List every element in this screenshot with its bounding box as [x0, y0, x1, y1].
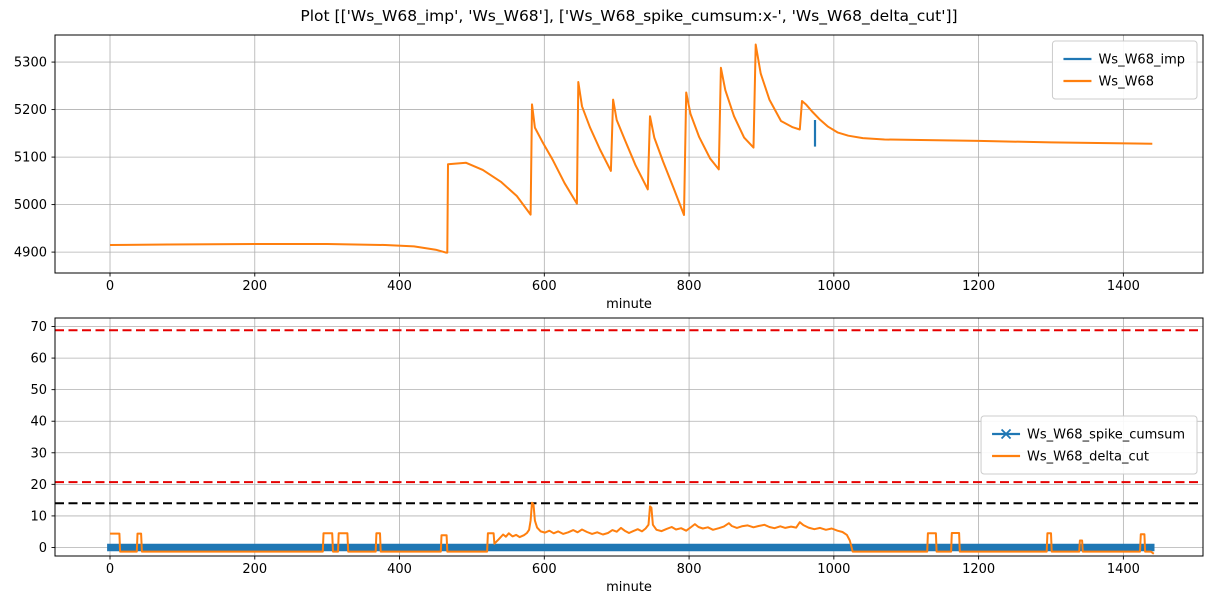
y-tick-label: 0: [39, 541, 47, 556]
y-tick-label: 20: [30, 478, 47, 493]
x-tick-label: 1400: [1107, 562, 1140, 577]
legend-label: Ws_W68_delta_cut: [1027, 450, 1149, 465]
x-tick-label: 800: [677, 562, 702, 577]
x-tick-label: 600: [532, 279, 557, 294]
x-tick-label: 400: [387, 562, 412, 577]
x-tick-label: 800: [677, 279, 702, 294]
legend-box: [1051, 40, 1198, 100]
x-tick-label: 600: [532, 562, 557, 577]
x-tick-label: 0: [106, 562, 114, 577]
x-tick-label: 1200: [962, 279, 995, 294]
y-tick-label: 5300: [14, 56, 47, 71]
x-tick-label: 1000: [817, 279, 850, 294]
legend-x-marker: [1000, 428, 1012, 440]
legend: Ws_W68_imp Ws_W68: [1051, 40, 1198, 100]
x-tick-label: 200: [242, 562, 267, 577]
subplot-0: 0 200 400 600 800 1000 1200 1400 4900 5000 5100 520…: [14, 34, 1204, 294]
figure-title: Plot [['Ws_W68_imp', 'Ws_W68'], ['Ws_W68…: [300, 7, 958, 25]
legend-label: Ws_W68_imp: [1098, 53, 1185, 68]
legend-label: Ws_W68: [1098, 75, 1154, 90]
plot-border: [54, 34, 1204, 274]
y-tick-label: 30: [30, 446, 47, 461]
x-tick-label: 200: [242, 279, 267, 294]
y-tick-label: 60: [30, 352, 47, 367]
series-Ws_W68_delta_cut: [110, 501, 1155, 555]
subplot-1: 0 200 400 600 800 1000 1200 1400 0 10 20 30 40 50 60 70…: [30, 317, 1204, 577]
y-tick-label: 40: [30, 415, 47, 430]
y-tick-label: 4900: [14, 246, 47, 261]
xlabel-bottom-subplot: minute: [606, 580, 652, 595]
y-tick-label: 5000: [14, 198, 47, 213]
y-tick-label: 5200: [14, 103, 47, 118]
legend: Ws_W68_spike_cumsum Ws_W68_delta_cut: [980, 415, 1198, 475]
xlabel-top-subplot: minute: [606, 297, 652, 312]
x-tick-label: 1000: [817, 562, 850, 577]
series-Ws_W68: [109, 43, 1153, 254]
legend-label: Ws_W68_spike_cumsum: [1027, 428, 1185, 443]
x-tick-label: 400: [387, 279, 412, 294]
y-tick-label: 50: [30, 383, 47, 398]
y-tick-label: 70: [30, 320, 47, 335]
x-tick-label: 1200: [962, 562, 995, 577]
plot-border: [54, 317, 1204, 557]
x-tick-label: 1400: [1107, 279, 1140, 294]
y-tick-label: 5100: [14, 151, 47, 166]
legend-box: [980, 415, 1198, 475]
y-tick-label: 10: [30, 509, 47, 524]
x-tick-label: 0: [106, 279, 114, 294]
